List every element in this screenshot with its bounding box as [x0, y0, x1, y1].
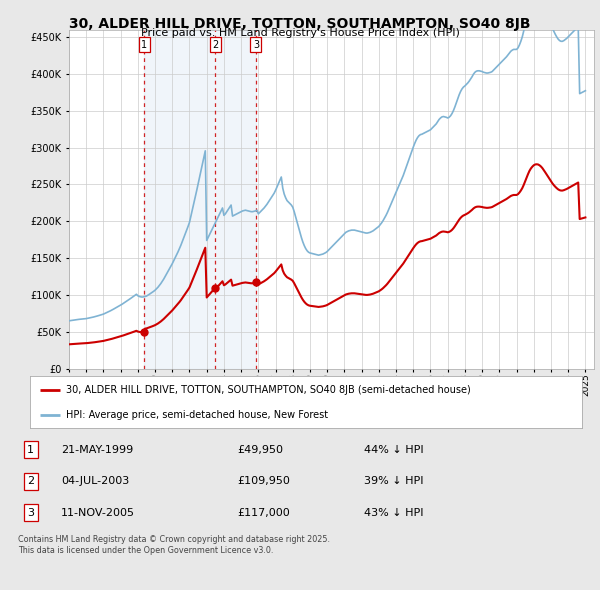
Text: 3: 3: [253, 40, 259, 50]
Text: 2: 2: [27, 476, 34, 486]
Bar: [145, 30, 256, 369]
Text: 04-JUL-2003: 04-JUL-2003: [61, 476, 130, 486]
Text: 1: 1: [142, 40, 148, 50]
Text: 39% ↓ HPI: 39% ↓ HPI: [364, 476, 423, 486]
Text: Contains HM Land Registry data © Crown copyright and database right 2025.
This d: Contains HM Land Registry data © Crown c…: [18, 535, 330, 555]
Text: 30, ALDER HILL DRIVE, TOTTON, SOUTHAMPTON, SO40 8JB (semi-detached house): 30, ALDER HILL DRIVE, TOTTON, SOUTHAMPTO…: [66, 385, 470, 395]
Text: HPI: Average price, semi-detached house, New Forest: HPI: Average price, semi-detached house,…: [66, 410, 328, 419]
Text: 1: 1: [27, 445, 34, 455]
Text: £109,950: £109,950: [237, 476, 290, 486]
Text: Price paid vs. HM Land Registry's House Price Index (HPI): Price paid vs. HM Land Registry's House …: [140, 28, 460, 38]
Text: 11-NOV-2005: 11-NOV-2005: [61, 508, 135, 518]
Text: 43% ↓ HPI: 43% ↓ HPI: [364, 508, 423, 518]
Text: 30, ALDER HILL DRIVE, TOTTON, SOUTHAMPTON, SO40 8JB: 30, ALDER HILL DRIVE, TOTTON, SOUTHAMPTO…: [69, 17, 531, 31]
Text: 2: 2: [212, 40, 218, 50]
Text: £49,950: £49,950: [237, 445, 283, 455]
Text: 21-MAY-1999: 21-MAY-1999: [61, 445, 133, 455]
Text: £117,000: £117,000: [237, 508, 290, 518]
Text: 44% ↓ HPI: 44% ↓ HPI: [364, 445, 423, 455]
Text: 3: 3: [27, 508, 34, 518]
